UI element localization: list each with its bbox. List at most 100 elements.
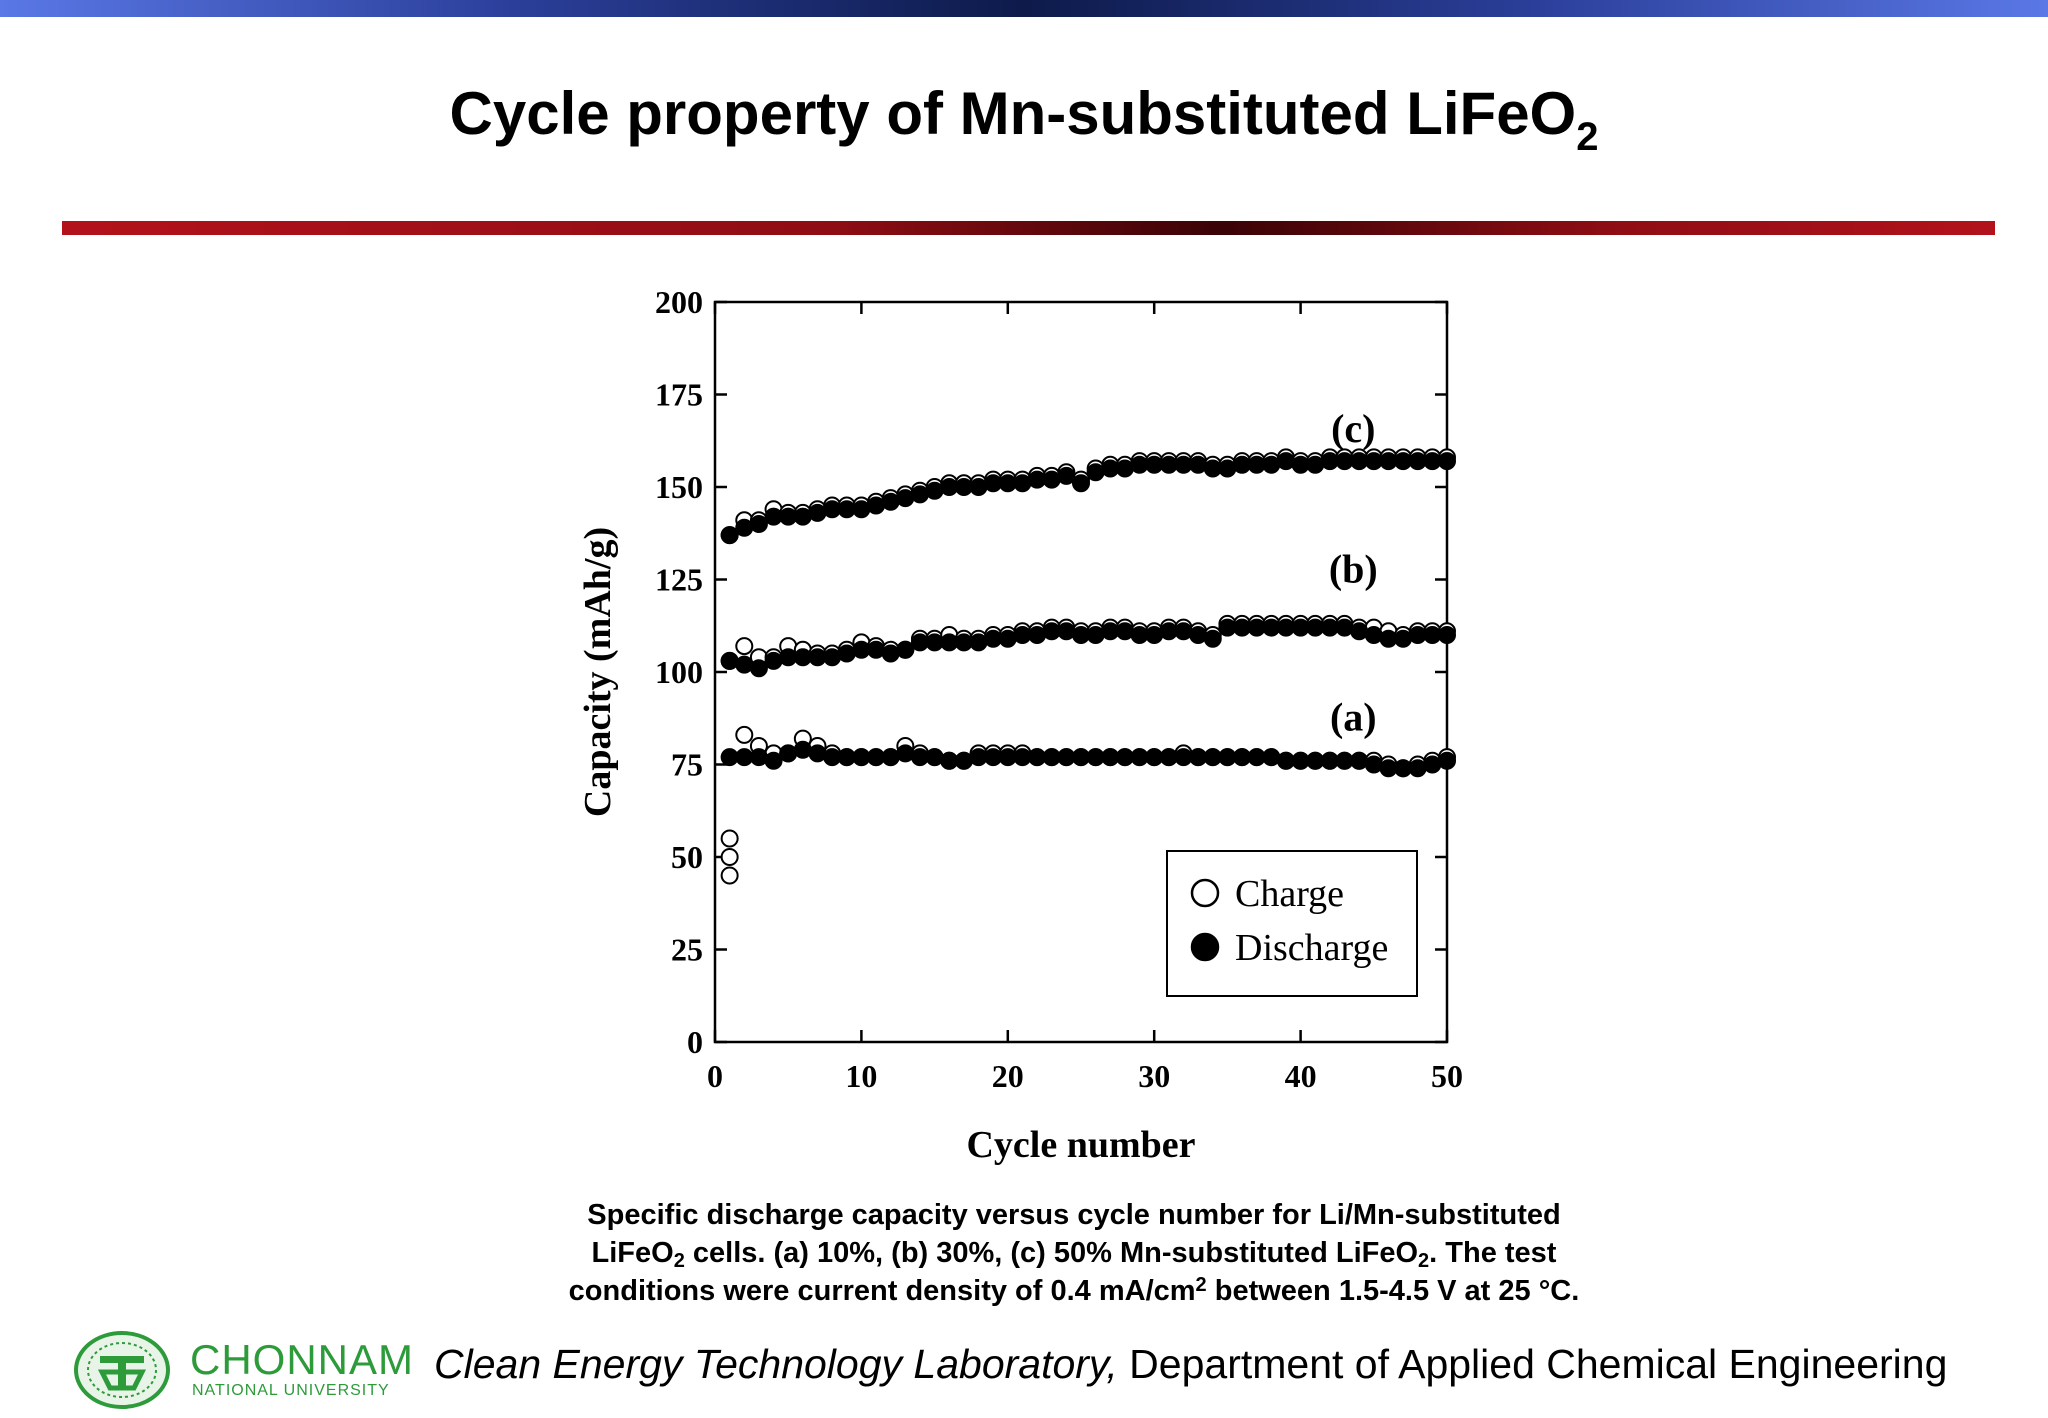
lab-name: Clean Energy Technology Laboratory, [434, 1341, 1118, 1387]
discharge-point [954, 633, 973, 652]
y-tick-label: 200 [655, 284, 703, 320]
discharge-point [1159, 622, 1178, 641]
discharge-point [1233, 455, 1252, 474]
discharge-point [1379, 452, 1398, 471]
discharge-point [1408, 452, 1427, 471]
charge-point [720, 848, 739, 866]
discharge-point [837, 644, 856, 663]
discharge-point [1057, 748, 1076, 767]
discharge-point [1145, 455, 1164, 474]
caption-text-4: . The test [1429, 1237, 1557, 1269]
legend-discharge-label: Discharge [1235, 927, 1388, 969]
discharge-point [925, 481, 944, 500]
discharge-point [1350, 751, 1369, 770]
discharge-point [1291, 751, 1310, 770]
discharge-point [1203, 748, 1222, 767]
logo-subtitle: NATIONAL UNIVERSITY [192, 1382, 390, 1399]
discharge-point [1218, 748, 1237, 767]
discharge-point [1335, 751, 1354, 770]
discharge-point [1438, 751, 1456, 770]
title-divider [62, 221, 1995, 235]
discharge-point [1013, 748, 1032, 767]
caption-sub-2: 2 [1418, 1250, 1430, 1272]
discharge-point [823, 748, 842, 767]
discharge-point [1130, 455, 1149, 474]
discharge-point [1335, 452, 1354, 471]
y-tick-label: 100 [655, 654, 703, 690]
discharge-point [1262, 748, 1281, 767]
discharge-point [1364, 626, 1383, 644]
discharge-point [779, 744, 798, 763]
discharge-point [1042, 748, 1061, 767]
legend-charge-marker [1190, 878, 1220, 908]
caption-text-2: LiFeO [591, 1237, 674, 1269]
x-axis-label: Cycle number [966, 1124, 1195, 1166]
discharge-point [1364, 452, 1383, 471]
discharge-point [1042, 622, 1061, 641]
discharge-point [984, 629, 1003, 648]
discharge-point [881, 644, 900, 663]
discharge-point [1379, 629, 1398, 648]
discharge-point [735, 655, 754, 674]
slide-title: Cycle property of Mn-substituted LiFeO2 [0, 78, 2048, 157]
discharge-point [1438, 626, 1456, 644]
discharge-point [1072, 626, 1090, 644]
y-tick-label: 50 [671, 839, 703, 875]
y-tick-label: 25 [671, 932, 703, 968]
charge-point [720, 866, 739, 885]
discharge-point [735, 518, 754, 537]
discharge-point [925, 633, 944, 652]
discharge-point [749, 748, 768, 767]
department-name: Department of Applied Chemical Engineeri… [1117, 1341, 1948, 1387]
discharge-point [749, 659, 768, 678]
discharge-point [1028, 748, 1047, 767]
discharge-point [1364, 755, 1383, 774]
discharge-point [1276, 618, 1295, 637]
discharge-point [1072, 748, 1090, 767]
discharge-point [998, 748, 1017, 767]
caption-sub-1: 2 [673, 1250, 685, 1272]
discharge-point [1423, 626, 1442, 644]
discharge-point [720, 526, 739, 545]
discharge-point [1247, 748, 1266, 767]
discharge-point [1291, 455, 1310, 474]
discharge-point [1057, 466, 1076, 485]
discharge-point [1247, 618, 1266, 637]
discharge-point [1028, 470, 1047, 489]
discharge-point [764, 651, 783, 670]
discharge-point [881, 492, 900, 511]
discharge-point [867, 748, 886, 767]
discharge-point [779, 507, 798, 526]
charge-point [720, 829, 739, 848]
discharge-point [1247, 455, 1266, 474]
discharge-point [1115, 622, 1134, 641]
x-tick-label: 10 [845, 1058, 877, 1094]
discharge-point [1159, 455, 1178, 474]
curve-annotation: (a) [1330, 694, 1377, 739]
discharge-point [1276, 751, 1295, 770]
discharge-point [1101, 622, 1120, 641]
discharge-point [1145, 626, 1164, 644]
discharge-point [969, 633, 988, 652]
discharge-point [1101, 748, 1120, 767]
discharge-point [720, 748, 739, 767]
discharge-point [1028, 626, 1047, 644]
y-tick-label: 125 [655, 562, 703, 598]
discharge-point [1189, 455, 1208, 474]
curve-annotation: (c) [1331, 406, 1375, 451]
discharge-point [1306, 455, 1325, 474]
y-tick-label: 75 [671, 747, 703, 783]
y-tick-label: 150 [655, 469, 703, 505]
discharge-point [940, 633, 959, 652]
discharge-point [954, 751, 973, 770]
discharge-point [969, 748, 988, 767]
discharge-point [1262, 455, 1281, 474]
legend-charge-label: Charge [1235, 873, 1344, 915]
discharge-point [1013, 474, 1032, 493]
discharge-point [1394, 759, 1413, 778]
caption-sup: 2 [1195, 1274, 1207, 1296]
discharge-point [910, 633, 929, 652]
discharge-point [1013, 626, 1032, 644]
figure-caption: Specific discharge capacity versus cycle… [430, 1196, 1718, 1310]
discharge-point [793, 648, 812, 667]
